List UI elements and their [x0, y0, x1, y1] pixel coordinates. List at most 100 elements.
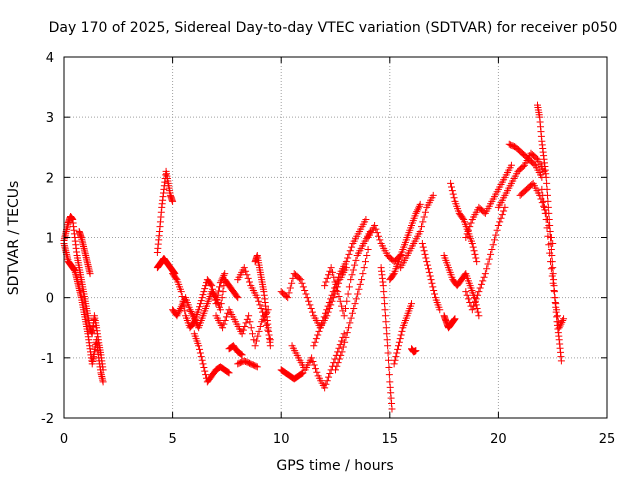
series-track-18-5-20-5-b — [462, 203, 509, 314]
data-point — [379, 282, 387, 290]
data-point — [334, 359, 342, 367]
data-point — [360, 264, 368, 272]
data-point — [197, 353, 205, 361]
data-point — [335, 344, 343, 352]
data-point — [395, 338, 403, 346]
data-point — [418, 223, 426, 231]
data-point — [412, 347, 420, 355]
y-tick-label: 4 — [46, 51, 54, 66]
data-point — [540, 197, 548, 205]
data-point — [429, 191, 437, 199]
data-point — [354, 290, 362, 298]
data-point — [251, 342, 259, 350]
data-point — [332, 366, 339, 374]
data-point — [209, 285, 217, 293]
data-point — [492, 231, 500, 239]
data-point — [339, 343, 347, 351]
data-point — [420, 213, 428, 221]
axis-ticks — [63, 56, 608, 419]
x-tick-label: 25 — [599, 432, 616, 447]
data-point — [547, 258, 555, 266]
data-point — [214, 291, 222, 299]
x-tick-label: 0 — [60, 432, 68, 447]
data-point — [345, 250, 353, 258]
data-point — [362, 215, 370, 223]
data-point — [239, 326, 247, 334]
data-point — [318, 320, 326, 328]
series-track-17-5-19-b — [440, 252, 483, 320]
data-point — [542, 215, 550, 223]
data-point — [299, 283, 307, 291]
data-point — [484, 260, 492, 268]
data-point — [549, 264, 557, 272]
data-point — [196, 300, 204, 308]
data-point — [245, 278, 253, 286]
data-point — [327, 264, 335, 272]
data-point — [245, 312, 253, 320]
data-point — [530, 160, 538, 168]
series-track-14-5-15 — [377, 264, 396, 413]
data-point — [322, 309, 330, 317]
data-point — [202, 282, 210, 290]
data-point — [542, 173, 550, 181]
y-tick-label: 2 — [46, 171, 54, 186]
data-point — [312, 365, 320, 373]
data-point — [175, 308, 183, 316]
y-tick-label: -1 — [41, 352, 54, 367]
x-tick-label: 10 — [273, 432, 290, 447]
data-point — [266, 342, 274, 350]
data-point — [338, 302, 346, 310]
data-point — [423, 258, 431, 266]
data-point — [426, 272, 434, 280]
data-point — [560, 315, 568, 323]
data-point — [253, 294, 261, 302]
data-point — [538, 185, 546, 193]
data-point — [389, 271, 397, 279]
series-track-4-3-5 — [153, 167, 177, 257]
data-point — [298, 369, 306, 377]
data-point — [201, 367, 209, 375]
data-point — [475, 312, 483, 320]
data-point — [347, 276, 355, 284]
data-point — [188, 309, 196, 317]
y-tick-label: 0 — [46, 292, 54, 307]
data-point — [246, 318, 254, 326]
series-track-17-5-18 — [440, 312, 459, 332]
data-point — [321, 384, 329, 392]
data-point — [552, 300, 560, 308]
data-point — [187, 308, 195, 316]
data-point — [343, 329, 351, 337]
data-point — [483, 265, 491, 273]
data-point — [557, 357, 565, 365]
data-point — [313, 368, 321, 376]
data-point — [349, 266, 357, 274]
data-point — [348, 309, 356, 317]
data-point — [342, 333, 350, 341]
data-point — [224, 368, 232, 376]
data-point — [462, 234, 470, 241]
data-point — [428, 279, 436, 287]
data-point — [302, 290, 310, 298]
data-point — [427, 276, 435, 284]
data-point — [345, 324, 353, 332]
x-tick-label: 20 — [490, 432, 507, 447]
data-point — [394, 342, 402, 350]
data-point — [335, 292, 343, 300]
data-point — [234, 294, 242, 302]
data-point — [223, 368, 231, 376]
data-point — [242, 319, 250, 327]
data-point — [421, 208, 429, 216]
data-point — [429, 283, 437, 291]
data-point — [351, 300, 359, 308]
data-point — [382, 318, 390, 326]
data-point — [462, 288, 470, 296]
data-point — [346, 319, 354, 327]
data-point — [355, 285, 363, 293]
data-point — [497, 214, 505, 222]
data-point — [216, 279, 224, 287]
chart-title: Day 170 of 2025, Sidereal Day-to-day VTE… — [49, 20, 618, 36]
series-track-7-5-8 — [225, 342, 246, 359]
data-point — [375, 232, 383, 240]
data-point — [253, 363, 261, 371]
data-point — [178, 292, 186, 300]
